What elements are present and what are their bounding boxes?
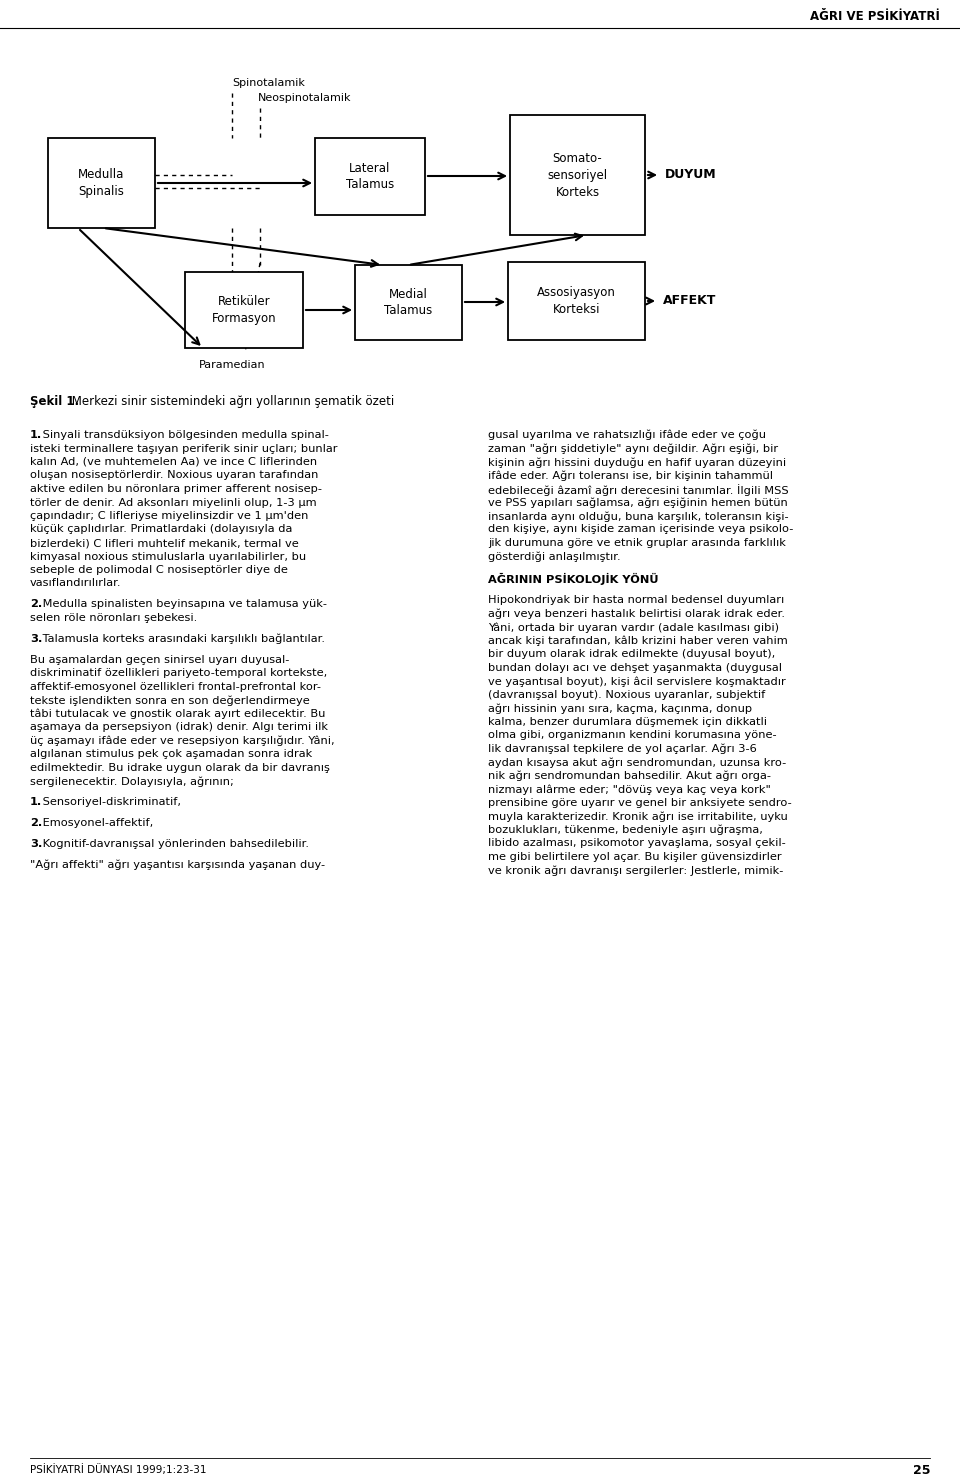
- Text: ve kronik ağrı davranışı sergilerler: Jestlerle, mimik-: ve kronik ağrı davranışı sergilerler: Je…: [488, 865, 783, 876]
- Text: 25: 25: [913, 1463, 930, 1477]
- Text: ancak kişi tarafından, kâlb krizini haber veren vahim: ancak kişi tarafından, kâlb krizini habe…: [488, 635, 788, 647]
- Text: ağrı hissinin yanı sıra, kaçma, kaçınma, donup: ağrı hissinin yanı sıra, kaçma, kaçınma,…: [488, 703, 752, 714]
- Text: tekste işlendikten sonra en son değerlendirmeye: tekste işlendikten sonra en son değerlen…: [30, 696, 310, 706]
- Text: muyla karakterizedir. Kronik ağrı ise irritabilite, uyku: muyla karakterizedir. Kronik ağrı ise ir…: [488, 812, 788, 822]
- Text: törler de denir. Ad aksonları miyelinli olup, 1-3 μm: törler de denir. Ad aksonları miyelinli …: [30, 497, 317, 508]
- Text: AĞRI VE PSİKİYATRİ: AĞRI VE PSİKİYATRİ: [810, 9, 940, 22]
- Text: 3.: 3.: [30, 838, 42, 849]
- Text: (davranışsal boyut). Noxious uyaranlar, subjektif: (davranışsal boyut). Noxious uyaranlar, …: [488, 690, 765, 700]
- Text: Medial
Talamus: Medial Talamus: [384, 288, 433, 318]
- Text: me gibi belirtilere yol açar. Bu kişiler güvensizdirler: me gibi belirtilere yol açar. Bu kişiler…: [488, 852, 781, 862]
- Text: bizlerdeki) C lifleri muhtelif mekanik, termal ve: bizlerdeki) C lifleri muhtelif mekanik, …: [30, 539, 299, 548]
- Text: AFFEKT: AFFEKT: [663, 294, 716, 307]
- Text: nik ağrı sendromundan bahsedilir. Akut ağrı orga-: nik ağrı sendromundan bahsedilir. Akut a…: [488, 770, 771, 782]
- Bar: [48, 138, 155, 229]
- Text: 1.: 1.: [30, 430, 42, 439]
- Text: nizmayı alârme eder; "dövüş veya kaç veya kork": nizmayı alârme eder; "dövüş veya kaç vey…: [488, 785, 771, 795]
- Text: kalın Ad, (ve muhtemelen Aa) ve ince C liflerinden: kalın Ad, (ve muhtemelen Aa) ve ince C l…: [30, 457, 317, 467]
- Text: jik durumuna göre ve etnik gruplar arasında farklılık: jik durumuna göre ve etnik gruplar arası…: [488, 539, 786, 548]
- Text: Kognitif-davranışsal yönlerinden bahsedilebilir.: Kognitif-davranışsal yönlerinden bahsedi…: [38, 838, 308, 849]
- Text: Sinyali transdüksiyon bölgesinden medulla spinal-: Sinyali transdüksiyon bölgesinden medull…: [38, 430, 328, 439]
- Text: algılanan stimulus pek çok aşamadan sonra idrak: algılanan stimulus pek çok aşamadan sonr…: [30, 749, 312, 760]
- Text: Paramedian: Paramedian: [199, 361, 265, 370]
- Text: diskriminatif özellikleri pariyeto-temporal kortekste,: diskriminatif özellikleri pariyeto-tempo…: [30, 668, 327, 678]
- Text: bir duyum olarak idrak edilmekte (duyusal boyut),: bir duyum olarak idrak edilmekte (duyusa…: [488, 650, 776, 659]
- Text: çapındadır; C lifleriyse miyelinsizdir ve 1 μm'den: çapındadır; C lifleriyse miyelinsizdir v…: [30, 510, 308, 521]
- Bar: [510, 114, 645, 234]
- Text: sebeple de polimodal C nosiseptörler diye de: sebeple de polimodal C nosiseptörler diy…: [30, 565, 288, 574]
- Text: Neospinotalamik: Neospinotalamik: [258, 93, 351, 102]
- Text: üç aşamayı ifâde eder ve resepsiyon karşılığıdır. Yâni,: üç aşamayı ifâde eder ve resepsiyon karş…: [30, 736, 335, 746]
- Text: olma gibi, organizmanın kendini korumasına yöne-: olma gibi, organizmanın kendini koruması…: [488, 730, 777, 741]
- Text: Retiküler
Formasyon: Retiküler Formasyon: [212, 295, 276, 325]
- Text: Lateral
Talamus: Lateral Talamus: [346, 162, 395, 191]
- Text: den kişiye, aynı kişide zaman içerisinde veya psikolo-: den kişiye, aynı kişide zaman içerisinde…: [488, 524, 793, 534]
- Text: Merkezi sinir sistemindeki ağrı yollarının şematik özeti: Merkezi sinir sistemindeki ağrı yolların…: [68, 395, 395, 408]
- Text: aktive edilen bu nöronlara primer afferent nosisep-: aktive edilen bu nöronlara primer affere…: [30, 484, 322, 494]
- Text: 2.: 2.: [30, 600, 42, 610]
- Text: oluşan nosiseptörlerdir. Noxious uyaran tarafından: oluşan nosiseptörlerdir. Noxious uyaran …: [30, 470, 319, 481]
- Text: lik davranışsal tepkilere de yol açarlar. Ağrı 3-6: lik davranışsal tepkilere de yol açarlar…: [488, 743, 756, 754]
- Text: Somato-
sensoriyel
Korteks: Somato- sensoriyel Korteks: [547, 151, 608, 199]
- Text: sergilenecektir. Dolayısıyla, ağrının;: sergilenecektir. Dolayısıyla, ağrının;: [30, 776, 234, 787]
- Text: 3.: 3.: [30, 634, 42, 644]
- Text: Medulla
Spinalis: Medulla Spinalis: [79, 168, 125, 197]
- Text: aşamaya da persepsiyon (idrak) denir. Algı terimi ilk: aşamaya da persepsiyon (idrak) denir. Al…: [30, 723, 328, 732]
- Bar: [185, 272, 303, 349]
- Text: gusal uyarılma ve rahatsızlığı ifâde eder ve çoğu: gusal uyarılma ve rahatsızlığı ifâde ede…: [488, 430, 766, 441]
- Text: küçük çaplıdırlar. Primatlardaki (dolayısıyla da: küçük çaplıdırlar. Primatlardaki (dolayı…: [30, 524, 293, 534]
- Text: ve yaşantısal boyut), kişi âcil servislere koşmaktadır: ve yaşantısal boyut), kişi âcil servisle…: [488, 677, 785, 687]
- Text: aydan kısaysa akut ağrı sendromundan, uzunsa kro-: aydan kısaysa akut ağrı sendromundan, uz…: [488, 757, 786, 767]
- Text: edebileceği âzamî ağrı derecesini tanımlar. İlgili MSS: edebileceği âzamî ağrı derecesini tanıml…: [488, 484, 788, 496]
- Text: AĞRININ PSİKOLOJİK YÖNÜ: AĞRININ PSİKOLOJİK YÖNÜ: [488, 573, 659, 585]
- Bar: [508, 263, 645, 340]
- Text: isteki terminallere taşıyan periferik sinir uçları; bunlar: isteki terminallere taşıyan periferik si…: [30, 444, 338, 454]
- Text: DUYUM: DUYUM: [665, 169, 716, 181]
- Text: 1.: 1.: [30, 797, 42, 807]
- Text: Emosyonel-affektif,: Emosyonel-affektif,: [38, 818, 153, 828]
- Text: kişinin ağrı hissini duyduğu en hafif uyaran düzeyini: kişinin ağrı hissini duyduğu en hafif uy…: [488, 457, 786, 467]
- Text: PSİKİYATRİ DÜNYASI 1999;1:23-31: PSİKİYATRİ DÜNYASI 1999;1:23-31: [30, 1465, 206, 1475]
- Text: edilmektedir. Bu idrake uygun olarak da bir davranış: edilmektedir. Bu idrake uygun olarak da …: [30, 763, 330, 773]
- Text: ve PSS yapıları sağlamsa, ağrı eşiğinin hemen bütün: ve PSS yapıları sağlamsa, ağrı eşiğinin …: [488, 497, 788, 508]
- Text: Sensoriyel-diskriminatif,: Sensoriyel-diskriminatif,: [38, 797, 180, 807]
- Text: ağrı veya benzeri hastalık belirtisi olarak idrak eder.: ağrı veya benzeri hastalık belirtisi ola…: [488, 608, 785, 619]
- Text: bundan dolayı acı ve dehşet yaşanmakta (duygusal: bundan dolayı acı ve dehşet yaşanmakta (…: [488, 663, 782, 672]
- Text: Yâni, ortada bir uyaran vardır (adale kasılması gibi): Yâni, ortada bir uyaran vardır (adale ka…: [488, 622, 779, 632]
- Bar: [315, 138, 425, 215]
- Text: tâbi tutulacak ve gnostik olarak ayırt edilecektir. Bu: tâbi tutulacak ve gnostik olarak ayırt e…: [30, 709, 325, 720]
- Text: Talamusla korteks arasındaki karşılıklı bağlantılar.: Talamusla korteks arasındaki karşılıklı …: [38, 634, 324, 644]
- Text: Şekil 1.: Şekil 1.: [30, 395, 79, 408]
- Text: Assosiyasyon
Korteksi: Assosiyasyon Korteksi: [537, 286, 616, 316]
- Text: Medulla spinalisten beyinsapına ve talamusa yük-: Medulla spinalisten beyinsapına ve talam…: [38, 600, 326, 610]
- Text: Bu aşamalardan geçen sinirsel uyarı duyusal-: Bu aşamalardan geçen sinirsel uyarı duyu…: [30, 654, 289, 665]
- Text: bozuklukları, tükenme, bedeniyle aşırı uğraşma,: bozuklukları, tükenme, bedeniyle aşırı u…: [488, 825, 763, 835]
- Text: vasıflandırılırlar.: vasıflandırılırlar.: [30, 579, 122, 589]
- Text: Hipokondriyak bir hasta normal bedensel duyumları: Hipokondriyak bir hasta normal bedensel …: [488, 595, 784, 605]
- Text: affektif-emosyonel özellikleri frontal-prefrontal kor-: affektif-emosyonel özellikleri frontal-p…: [30, 681, 321, 692]
- Text: insanlarda aynı olduğu, buna karşılık, toleransın kişi-: insanlarda aynı olduğu, buna karşılık, t…: [488, 510, 788, 521]
- Text: prensibine göre uyarır ve genel bir anksiyete sendro-: prensibine göre uyarır ve genel bir anks…: [488, 798, 792, 807]
- Text: "Ağrı affekti" ağrı yaşantısı karşısında yaşanan duy-: "Ağrı affekti" ağrı yaşantısı karşısında…: [30, 859, 325, 871]
- Text: 2.: 2.: [30, 818, 42, 828]
- Text: libido azalması, psikomotor yavaşlama, sosyal çekil-: libido azalması, psikomotor yavaşlama, s…: [488, 838, 785, 849]
- Text: gösterdiği anlaşılmıştır.: gösterdiği anlaşılmıştır.: [488, 552, 620, 562]
- Text: selen röle nöronları şebekesi.: selen röle nöronları şebekesi.: [30, 613, 197, 623]
- Text: zaman "ağrı şiddetiyle" aynı değildir. Ağrı eşiği, bir: zaman "ağrı şiddetiyle" aynı değildir. A…: [488, 444, 779, 454]
- Text: kimyasal noxious stimuluslarla uyarılabilirler, bu: kimyasal noxious stimuluslarla uyarılabi…: [30, 552, 306, 561]
- Text: ifâde eder. Ağrı toleransı ise, bir kişinin tahammül: ifâde eder. Ağrı toleransı ise, bir kişi…: [488, 470, 773, 481]
- Bar: [355, 266, 462, 340]
- Text: kalma, benzer durumlara düşmemek için dikkatli: kalma, benzer durumlara düşmemek için di…: [488, 717, 767, 727]
- Text: Spinotalamik: Spinotalamik: [232, 79, 305, 88]
